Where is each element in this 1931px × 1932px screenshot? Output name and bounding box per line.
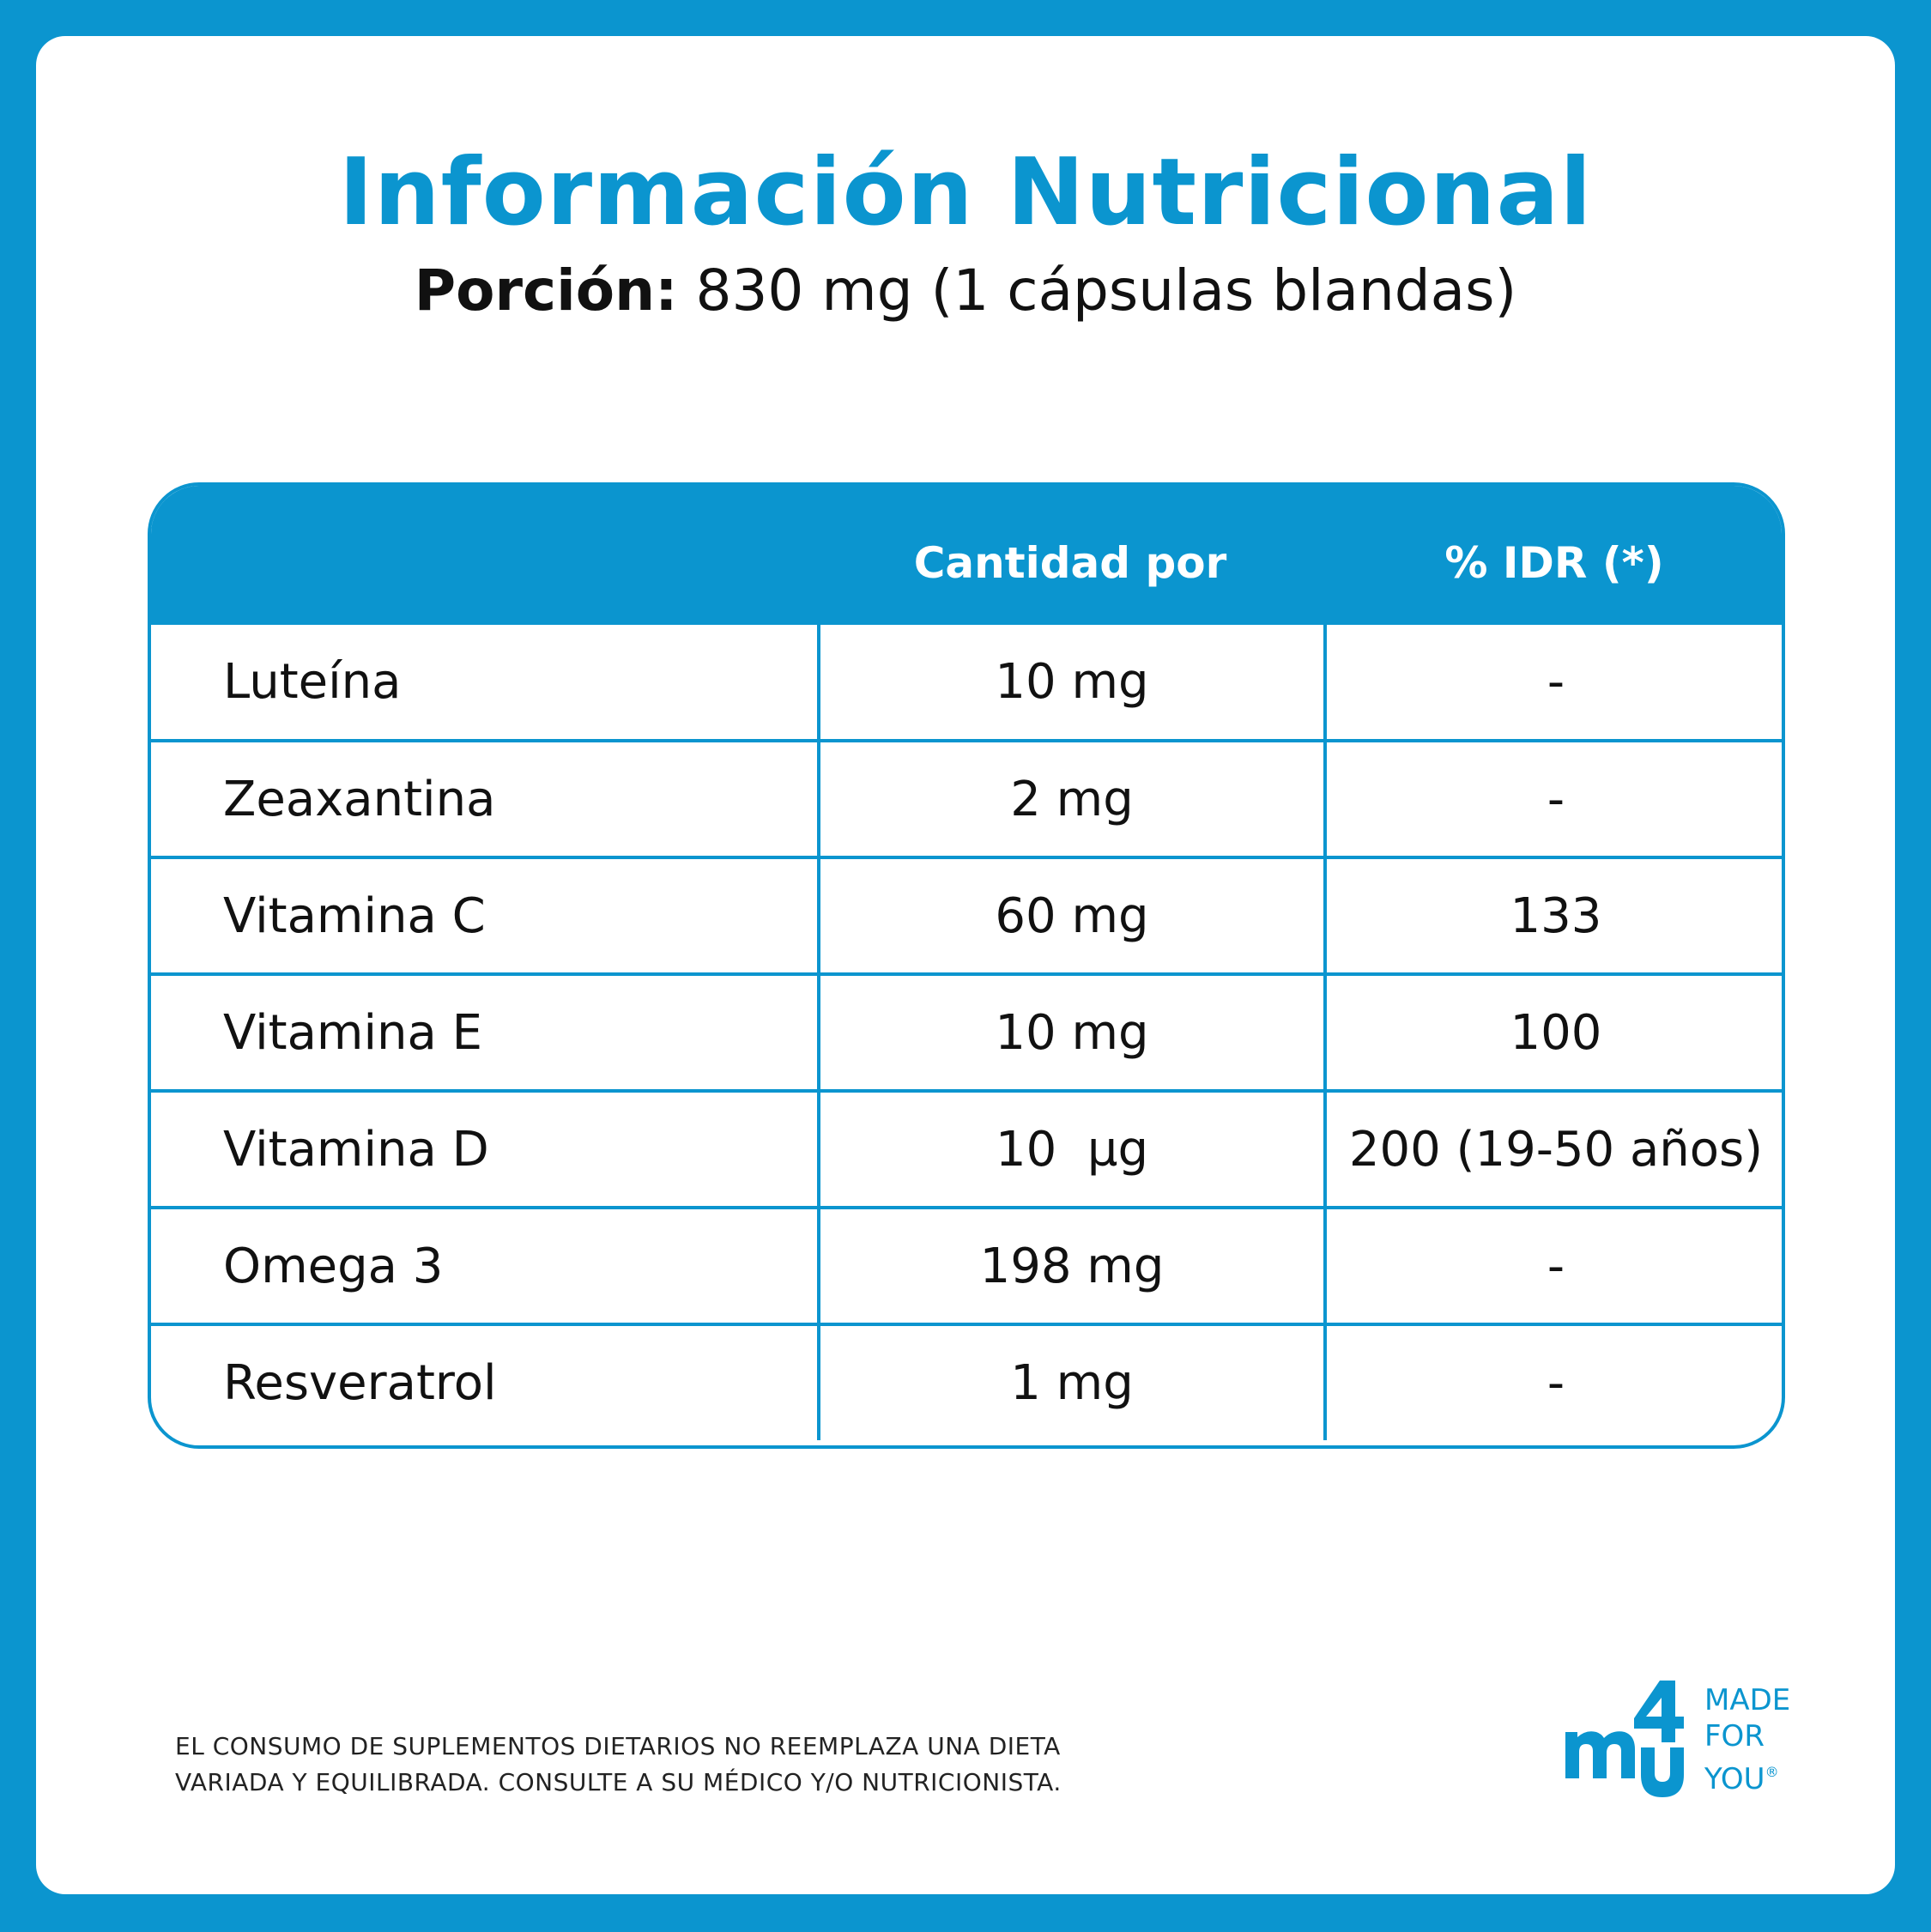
portion-info: Porción: 830 mg (1 cápsulas blandas) [0,254,1931,328]
nutrient-amount: 2 mg [817,742,1323,857]
nutrient-amount: 1 mg [817,1326,1323,1440]
nutrient-amount: 10 mg [817,976,1323,1090]
m4u-logo-mark [1565,1681,1684,1797]
column-header-nutrient [151,486,817,625]
column-header-amount: Cantidad por porción [913,538,1227,742]
logo-wordmark: MADE FOR YOU® [1704,1682,1825,1797]
nutrient-name: Vitamina E [223,1005,483,1061]
nutrient-idr: 100 [1323,976,1782,1090]
nutrient-name: Vitamina C [223,888,486,944]
nutrient-idr: 133 [1323,859,1782,973]
table-row: Vitamina C 60 mg 133 [151,856,1782,973]
registered-mark: ® [1765,1764,1779,1780]
table-row: Vitamina E 10 mg 100 [151,972,1782,1090]
nutrition-table: Cantidad por porción % IDR (*) Luteína 1… [148,482,1785,1449]
logo-line-you: YOU [1704,1762,1765,1796]
table-row: Zeaxantina 2 mg - [151,739,1782,857]
nutrient-idr: 200 (19-50 años) [1323,1093,1782,1207]
disclaimer-line: EL CONSUMO DE SUPLEMENTOS DIETARIOS NO R… [175,1732,1061,1760]
table-row: Luteína 10 mg - [151,621,1782,739]
table-row: Resveratrol 1 mg - [151,1323,1782,1440]
nutrient-name: Zeaxantina [223,772,496,827]
nutrient-amount: 60 mg [817,859,1323,973]
portion-label: Porción: [414,257,678,324]
nutrient-idr: - [1323,742,1782,857]
nutrient-idr: - [1323,1209,1782,1323]
table-header: Cantidad por porción % IDR (*) [151,486,1782,742]
page-title: Información Nutricional [338,139,1593,246]
brand-logo: MADE FOR YOU® [1562,1679,1819,1799]
table-row: Vitamina D 10 µg 200 (19-50 años) [151,1089,1782,1207]
nutrient-name: Resveratrol [223,1355,497,1411]
nutrient-amount: 198 mg [817,1209,1323,1323]
nutrient-name: Luteína [223,654,402,710]
logo-line: YOU® [1704,1754,1825,1797]
column-header-idr: % IDR (*) [1444,538,1664,588]
portion-value: 830 mg (1 cápsulas blandas) [677,257,1517,324]
disclaimer-line: VARIADA Y EQUILIBRADA. CONSULTE A SU MÉD… [175,1768,1062,1796]
table-row: Omega 3 198 mg - [151,1206,1782,1323]
nutrient-name: Vitamina D [223,1122,489,1178]
nutrient-idr: - [1323,1326,1782,1440]
nutrient-amount: 10 µg [817,1093,1323,1207]
logo-line: MADE [1704,1683,1791,1717]
logo-line: FOR [1704,1719,1765,1753]
nutrient-name: Omega 3 [223,1239,444,1294]
nutrient-amount: 10 mg [817,625,1323,739]
nutrient-idr: - [1323,625,1782,739]
disclaimer: EL CONSUMO DE SUPLEMENTOS DIETARIOS NO R… [175,1729,1205,1801]
